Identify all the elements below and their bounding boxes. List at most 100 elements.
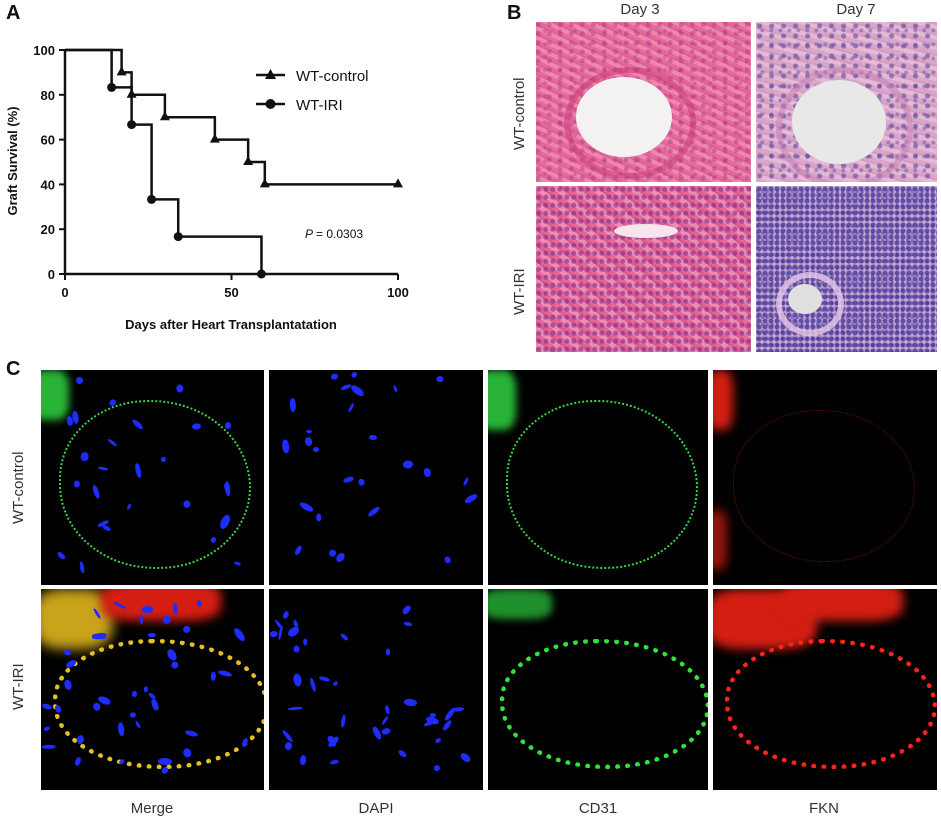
he-col-title-day3: Day 3 bbox=[620, 1, 660, 18]
series-point-wt-control bbox=[393, 178, 403, 188]
dapi-nucleus bbox=[298, 500, 315, 514]
dapi-nucleus bbox=[308, 677, 317, 693]
dapi-nucleus bbox=[160, 766, 170, 776]
dapi-nucleus bbox=[369, 435, 378, 441]
fl-dots-dapi-4 bbox=[269, 589, 483, 790]
dapi-nucleus bbox=[429, 712, 437, 717]
dapi-nucleus bbox=[289, 398, 296, 413]
x-tick-label: 0 bbox=[61, 285, 68, 300]
dapi-nucleus bbox=[91, 632, 108, 641]
panel-letter-c: C bbox=[6, 358, 21, 380]
dapi-nucleus bbox=[233, 560, 241, 567]
series-line-wt-iri bbox=[65, 48, 263, 274]
dapi-nucleus bbox=[74, 756, 82, 767]
dapi-nucleus bbox=[381, 726, 392, 736]
he-image-wt-iri-day7 bbox=[756, 186, 937, 352]
dapi-nucleus bbox=[423, 467, 432, 478]
legend-marker-wt-control bbox=[265, 69, 276, 79]
dapi-nucleus bbox=[143, 686, 149, 693]
dapi-nucleus bbox=[292, 645, 300, 654]
y-tick-label: 0 bbox=[48, 267, 55, 282]
dapi-nucleus bbox=[131, 690, 138, 697]
dapi-nucleus bbox=[342, 475, 355, 484]
series-point-wt-iri bbox=[256, 269, 266, 279]
dapi-nucleus bbox=[293, 544, 303, 557]
dapi-nucleus bbox=[443, 555, 452, 566]
dapi-nucleus bbox=[299, 755, 307, 766]
dapi-nucleus bbox=[182, 747, 193, 759]
fl-image-wt-control-fkn bbox=[713, 370, 937, 585]
dapi-nucleus bbox=[184, 729, 199, 738]
dapi-nucleus bbox=[183, 499, 192, 509]
dapi-nucleus bbox=[349, 370, 358, 379]
dapi-nucleus bbox=[463, 492, 479, 505]
dapi-nucleus bbox=[384, 704, 391, 715]
dapi-nucleus bbox=[303, 436, 314, 448]
dapi-nucleus bbox=[147, 633, 157, 637]
y-tick-label: 20 bbox=[41, 222, 55, 237]
x-tick-label: 50 bbox=[224, 285, 238, 300]
dapi-nucleus bbox=[458, 751, 472, 764]
dapi-nucleus bbox=[41, 744, 56, 749]
dapi-nucleus bbox=[169, 660, 180, 671]
dapi-nucleus bbox=[242, 737, 250, 747]
he-row-label-wt-control: WT-control bbox=[511, 77, 528, 150]
dapi-nucleus bbox=[217, 668, 233, 678]
dapi-nucleus bbox=[303, 638, 308, 646]
fl-row-label-wt-control: WT-control bbox=[10, 451, 27, 524]
dapi-nucleus bbox=[131, 418, 145, 432]
dapi-nucleus bbox=[292, 672, 304, 687]
dapi-nucleus bbox=[224, 481, 231, 497]
dapi-nucleus bbox=[210, 671, 216, 681]
dapi-nucleus bbox=[305, 429, 312, 434]
dapi-nucleus bbox=[139, 614, 144, 625]
dapi-nucleus bbox=[210, 535, 218, 544]
dapi-nucleus bbox=[107, 437, 118, 447]
dapi-nucleus bbox=[232, 626, 247, 643]
fl-image-wt-control-merge bbox=[41, 370, 264, 585]
dapi-nucleus bbox=[107, 398, 118, 408]
panel-letter-b: B bbox=[507, 2, 522, 24]
dapi-nucleus bbox=[339, 632, 349, 642]
fl-image-wt-iri-merge bbox=[41, 589, 264, 790]
dapi-nucleus bbox=[79, 451, 90, 463]
chart-legend: WT-control WT-IRI bbox=[256, 68, 369, 114]
x-axis-title: Days after Heart Transplantatation bbox=[125, 317, 337, 332]
series-point-wt-iri bbox=[147, 194, 157, 204]
fl-dots-dapi-2 bbox=[269, 370, 483, 585]
dapi-nucleus bbox=[65, 658, 78, 670]
dapi-nucleus bbox=[366, 505, 381, 518]
dapi-nucleus bbox=[113, 601, 128, 611]
series-point-wt-iri bbox=[173, 232, 183, 242]
dapi-nucleus bbox=[191, 422, 202, 430]
dapi-nucleus bbox=[386, 648, 391, 655]
dapi-nucleus bbox=[397, 748, 408, 758]
y-axis-title: Graft Survival (%) bbox=[5, 106, 20, 215]
dapi-nucleus bbox=[218, 513, 232, 530]
dapi-nucleus bbox=[134, 720, 141, 729]
dapi-nucleus bbox=[441, 719, 453, 732]
legend-marker-wt-iri bbox=[265, 99, 276, 109]
dapi-nucleus bbox=[287, 706, 303, 711]
dapi-nucleus bbox=[101, 524, 111, 533]
dapi-nucleus bbox=[269, 630, 278, 638]
dapi-nucleus bbox=[315, 513, 321, 522]
panel-letter-a: A bbox=[6, 2, 21, 24]
dapi-nucleus bbox=[357, 478, 366, 487]
dapi-nucleus bbox=[332, 681, 339, 688]
p-symbol: P bbox=[305, 227, 313, 241]
fl-image-wt-iri-cd31 bbox=[488, 589, 708, 790]
dapi-nucleus bbox=[165, 647, 179, 662]
series-point-wt-control bbox=[116, 66, 127, 76]
dapi-nucleus bbox=[92, 701, 102, 711]
fl-col-label-fkn: FKN bbox=[809, 800, 839, 817]
fl-row-label-wt-iri: WT-IRI bbox=[10, 663, 27, 710]
dapi-nucleus bbox=[73, 480, 81, 488]
series-point-wt-control bbox=[243, 156, 254, 165]
dapi-nucleus bbox=[340, 714, 347, 728]
dapi-nucleus bbox=[172, 602, 180, 614]
dapi-nucleus bbox=[461, 476, 469, 487]
dapi-nucleus bbox=[63, 678, 73, 691]
dapi-nucleus bbox=[78, 561, 86, 574]
